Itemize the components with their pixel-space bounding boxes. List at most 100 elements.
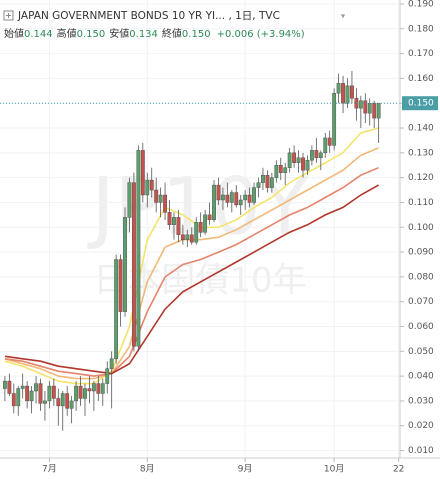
candle-body [176,217,181,235]
candle-body [109,358,114,369]
legend-value: 0.150 [182,29,211,40]
candle-body [332,93,337,146]
candle-body [367,103,372,114]
candle-body [51,385,56,399]
moving-average-line [4,184,379,375]
y-tick-label: 0.080 [408,272,434,282]
candle-body [345,85,350,104]
candle-body [310,150,314,161]
candle-body [114,259,119,359]
y-tick-label: 0.030 [408,396,434,406]
y-tick-label: 0.010 [408,446,434,456]
candle-body [376,103,381,119]
x-tick-label: 8月 [140,464,155,475]
candle-body [100,383,105,394]
x-tick-label: 22 [393,465,404,475]
candle-body [91,383,96,392]
y-tick-label: 0.180 [408,24,434,34]
icon-box [3,10,14,21]
candle-body [20,385,25,389]
candle-body [252,187,256,203]
candle-body [323,137,328,154]
candle-body [305,160,310,171]
candle-body [149,179,154,191]
legend-label: 始値 [4,27,24,40]
legend-change: +0.006 (+3.94%) [217,29,305,40]
last-price-box [402,96,438,111]
candle-body [78,385,83,399]
candle-body [327,137,332,146]
candle-body [154,189,159,203]
candle-body [65,393,70,409]
candle-body [105,368,110,384]
y-tick-label: 0.090 [408,248,434,258]
candle-body [69,400,74,409]
candle-body [247,194,252,203]
candle-body [358,100,363,109]
legend-value: 0.150 [77,29,106,40]
candle-body [7,380,12,394]
dropdown-arrow[interactable]: ▾ [341,12,345,21]
candle-body [243,194,248,201]
candle-body [87,388,92,392]
candle-body [314,150,319,158]
legend-value: 0.144 [24,29,53,40]
candle-body [189,234,194,243]
candle-body [43,400,47,404]
candle-body [225,194,230,203]
legend-label: 安値 [109,27,129,40]
candle-body [274,165,279,178]
candle-body [118,259,123,312]
candle-body [172,217,176,225]
y-tick-label: 0.140 [408,124,434,134]
candle-body [292,152,297,163]
candle-body [350,85,354,99]
x-tick-label: 10月 [324,464,344,475]
header: JAPAN GOVERNMENT BONDS 10 YR YI... , 1日,… [3,10,345,22]
candle-body [140,150,145,196]
candle-body [11,393,16,407]
candle-body [287,152,292,168]
candle-body [83,388,87,399]
ohlc-legend: 始値0.144 高値0.150 安値0.134 終値0.150 +0.006 (+3.9… [4,27,305,40]
candle-body [216,184,221,201]
candle-body [234,192,239,206]
candle-body [194,222,199,243]
candle-body [34,383,38,392]
candle-body [318,152,323,158]
candle-body [132,182,136,347]
symbol-title[interactable]: JAPAN GOVERNMENT BONDS 10 YR YI... , 1日,… [17,10,280,22]
y-tick-label: 0.190 [408,0,434,9]
x-tick-label: 9月 [238,464,253,475]
y-tick-label: 0.060 [408,322,434,332]
candle-body [301,157,305,171]
y-tick-label: 0.070 [408,297,434,307]
y-tick-label: 0.050 [408,347,434,357]
candle-body [221,194,225,201]
candle-body [283,167,288,173]
candle-body [203,214,208,233]
candle-body [265,174,270,188]
candle-body [145,179,150,196]
candle-body [207,214,212,221]
candle-body [38,383,43,404]
candle-body [180,234,185,240]
candle-body [56,398,61,407]
candle-body [269,177,274,188]
watermark-name: 日本国債10年 [93,261,306,301]
x-tick-label: 7月 [42,464,57,475]
y-tick-label: 0.170 [408,49,434,59]
candle-body [136,150,141,347]
moving-average-line [4,166,379,377]
candle-body [74,385,78,402]
y-tick-label: 0.160 [408,74,434,84]
candle-body [212,184,216,221]
candle-body [229,192,234,203]
y-tick-label: 0.040 [408,372,434,382]
moving-average-line [4,127,379,385]
y-tick-label: 0.120 [408,173,434,183]
candle-body [261,174,265,183]
legend-label: 高値 [57,27,77,40]
